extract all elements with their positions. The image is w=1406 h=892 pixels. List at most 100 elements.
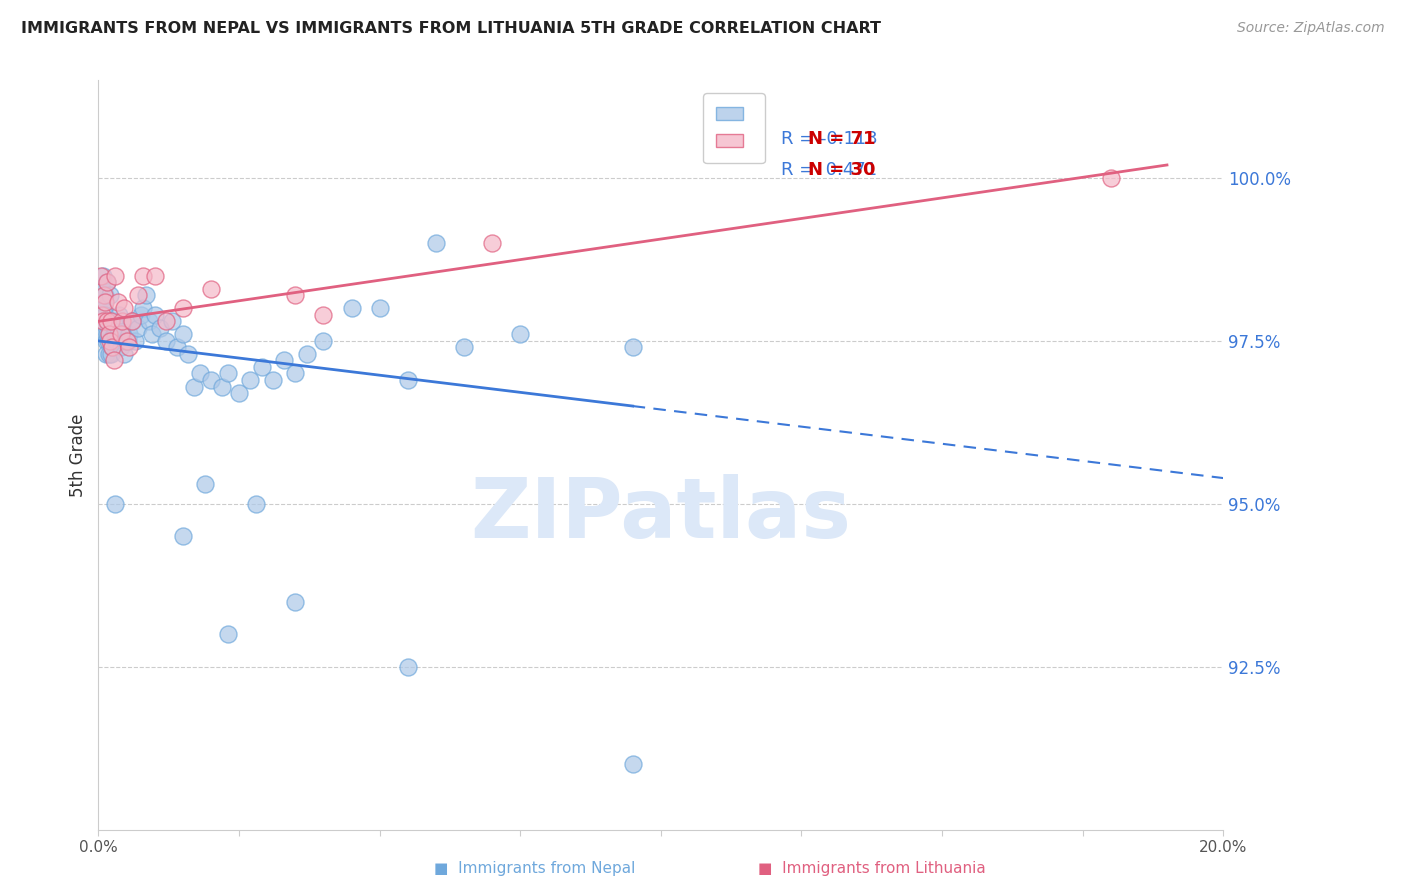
Point xyxy=(98,314,121,328)
Point xyxy=(143,268,166,283)
Point xyxy=(98,288,121,302)
Text: R =  0.471: R = 0.471 xyxy=(782,161,877,179)
Point xyxy=(149,321,172,335)
Point xyxy=(90,268,112,283)
Point xyxy=(115,334,138,348)
Point xyxy=(100,314,122,328)
Point xyxy=(396,373,419,387)
Point xyxy=(110,340,132,354)
Point xyxy=(97,327,120,342)
Point xyxy=(481,236,503,251)
Point xyxy=(94,308,117,322)
Point xyxy=(172,529,194,543)
Point xyxy=(96,275,118,289)
Point xyxy=(96,327,118,342)
Point xyxy=(105,334,128,348)
Point xyxy=(90,314,112,328)
Point xyxy=(100,334,122,348)
Text: ■  Immigrants from Lithuania: ■ Immigrants from Lithuania xyxy=(758,861,986,876)
Point xyxy=(114,334,136,348)
Text: ■  Immigrants from Nepal: ■ Immigrants from Nepal xyxy=(433,861,636,876)
Point xyxy=(111,327,134,342)
Point xyxy=(96,275,118,289)
Point xyxy=(127,321,149,335)
Point xyxy=(118,340,141,354)
Point xyxy=(166,340,188,354)
Point xyxy=(94,334,117,348)
Point xyxy=(138,314,160,328)
Point xyxy=(100,347,122,361)
Point xyxy=(194,477,217,491)
Point xyxy=(273,353,295,368)
Point xyxy=(96,314,118,328)
Point xyxy=(111,314,134,328)
Point xyxy=(121,314,143,328)
Point xyxy=(312,334,335,348)
Point xyxy=(284,288,307,302)
Point xyxy=(509,327,531,342)
Point xyxy=(141,327,163,342)
Point xyxy=(120,314,142,328)
Point xyxy=(110,327,132,342)
Point xyxy=(103,327,125,342)
Point xyxy=(172,327,194,342)
Point xyxy=(135,288,157,302)
Point xyxy=(425,236,447,251)
Point xyxy=(453,340,475,354)
Point xyxy=(112,301,135,316)
Point xyxy=(121,314,143,328)
Point xyxy=(107,294,129,309)
Point xyxy=(91,282,114,296)
Point xyxy=(93,288,115,302)
Point xyxy=(172,301,194,316)
Point xyxy=(155,334,177,348)
Legend: , : , xyxy=(703,93,765,163)
Point xyxy=(94,288,117,302)
Point xyxy=(118,327,141,342)
Text: R = -0.113: R = -0.113 xyxy=(782,130,877,148)
Point xyxy=(104,268,127,283)
Point xyxy=(94,294,117,309)
Point xyxy=(107,321,129,335)
Point xyxy=(115,334,138,348)
Point xyxy=(228,386,250,401)
Point xyxy=(200,373,222,387)
Point xyxy=(217,367,239,381)
Point xyxy=(340,301,363,316)
Point xyxy=(200,282,222,296)
Point xyxy=(183,379,205,393)
Text: Source: ZipAtlas.com: Source: ZipAtlas.com xyxy=(1237,21,1385,35)
Point xyxy=(97,334,120,348)
Point xyxy=(91,308,114,322)
Point xyxy=(104,327,127,342)
Point xyxy=(93,327,115,342)
Point xyxy=(93,321,115,335)
Point xyxy=(132,268,155,283)
Point xyxy=(1099,171,1122,186)
Point xyxy=(621,340,644,354)
Text: N = 71: N = 71 xyxy=(807,130,875,148)
Y-axis label: 5th Grade: 5th Grade xyxy=(69,413,87,497)
Point xyxy=(368,301,391,316)
Point xyxy=(284,367,307,381)
Point xyxy=(295,347,318,361)
Point xyxy=(104,497,127,511)
Point xyxy=(155,314,177,328)
Point xyxy=(98,327,121,342)
Point xyxy=(250,359,273,374)
Point xyxy=(127,288,149,302)
Point xyxy=(91,314,114,328)
Point xyxy=(103,353,125,368)
Point xyxy=(160,314,183,328)
Point xyxy=(101,340,124,354)
Point xyxy=(93,294,115,309)
Point xyxy=(621,757,644,772)
Point xyxy=(93,301,115,316)
Point xyxy=(262,373,284,387)
Point xyxy=(96,314,118,328)
Point xyxy=(117,334,139,348)
Point xyxy=(284,594,307,608)
Point xyxy=(245,497,267,511)
Text: ZIPatlas: ZIPatlas xyxy=(471,475,851,556)
Point xyxy=(108,308,131,322)
